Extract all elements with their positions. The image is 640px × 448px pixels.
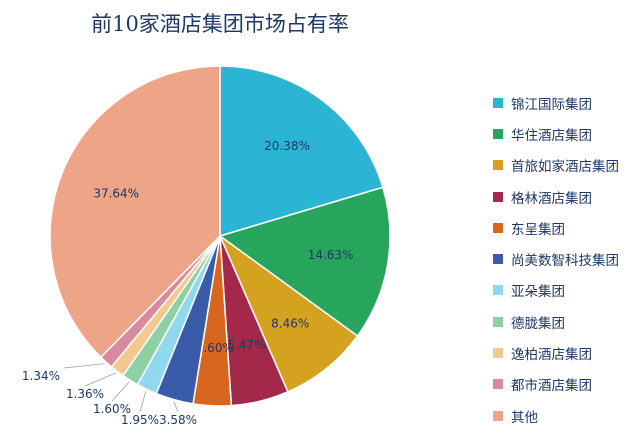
- legend-swatch: [493, 97, 503, 108]
- data-label: 3.58%: [159, 413, 197, 427]
- legend-swatch: [493, 128, 503, 139]
- data-label: 14.63%: [308, 248, 354, 262]
- leader-line: [84, 372, 117, 387]
- legend-swatch: [493, 348, 503, 359]
- legend-item: 其他: [493, 400, 619, 431]
- legend-swatch: [493, 316, 503, 327]
- legend-item: 锦江国际集团: [493, 87, 619, 118]
- pie-slice: [218, 186, 391, 338]
- legend-label: 东呈集团: [511, 221, 565, 238]
- chart-title: 前10家酒店集团市场占有率: [91, 12, 349, 36]
- leader-line: [139, 391, 147, 413]
- data-label: 1.95%: [121, 413, 159, 427]
- legend-swatch: [493, 285, 503, 296]
- legend-label: 华住酒店集团: [511, 127, 592, 144]
- legend-label: 逸柏酒店集团: [511, 347, 592, 364]
- legend-item: 德胧集团: [493, 306, 619, 337]
- legend-label: 首旅如家酒店集团: [511, 159, 619, 176]
- data-label: 1.34%: [22, 369, 60, 383]
- pie-slice: [49, 65, 221, 359]
- legend-label: 格林酒店集团: [511, 190, 592, 207]
- legend-item: 格林酒店集团: [493, 181, 619, 212]
- legend-label: 其他: [511, 409, 538, 426]
- leader-line: [63, 363, 105, 369]
- legend-item: 华住酒店集团: [493, 118, 619, 149]
- legend-label: 尚美数智科技集团: [511, 253, 619, 270]
- data-label: 20.38%: [264, 139, 310, 153]
- legend-swatch: [493, 410, 503, 421]
- legend-item: 都市酒店集团: [493, 369, 619, 400]
- legend-label: 亚朵集团: [511, 284, 565, 301]
- legend-swatch: [493, 254, 503, 265]
- legend-label: 锦江国际集团: [511, 96, 592, 113]
- data-label: 8.46%: [271, 317, 309, 331]
- legend-item: 首旅如家酒店集团: [493, 150, 619, 181]
- pie-slice: [219, 65, 384, 238]
- legend-item: 尚美数智科技集团: [493, 243, 619, 274]
- legend-label: 德胧集团: [511, 315, 565, 332]
- legend-swatch: [493, 160, 503, 171]
- legend-swatch: [493, 191, 503, 202]
- pie-slice: [218, 233, 359, 393]
- data-label: 1.60%: [93, 402, 131, 416]
- legend-item: 东呈集团: [493, 212, 619, 243]
- legend-swatch: [493, 222, 503, 233]
- leader-line: [111, 381, 130, 402]
- data-label: 3.60%: [196, 341, 234, 355]
- data-label: 5.47%: [227, 338, 265, 352]
- legend-item: 亚朵集团: [493, 275, 619, 306]
- legend-label: 都市酒店集团: [511, 378, 592, 395]
- data-label: 1.36%: [66, 387, 104, 401]
- legend-swatch: [493, 379, 503, 390]
- data-label: 37.64%: [93, 187, 139, 201]
- leader-line: [173, 401, 179, 413]
- legend-item: 逸柏酒店集团: [493, 337, 619, 368]
- legend: 锦江国际集团 华住酒店集团首旅如家酒店集团 格林酒店集团 东呈集团尚美数智科技集团 亚朵…: [493, 87, 619, 431]
